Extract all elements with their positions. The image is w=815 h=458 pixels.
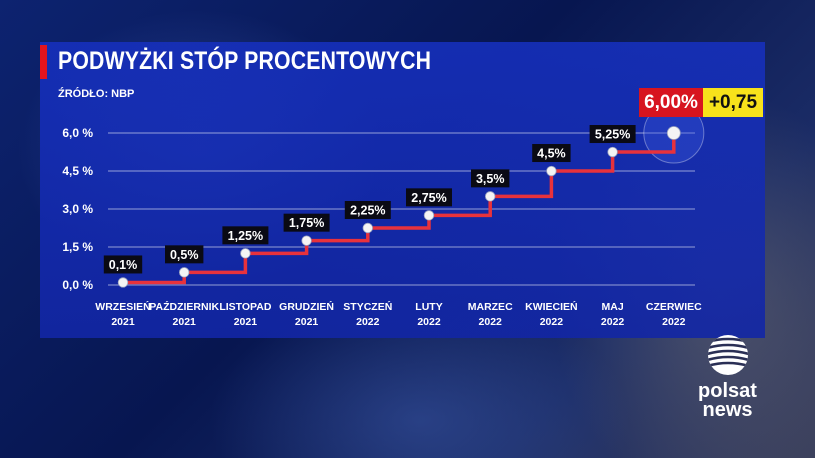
- brand-line-1: polsat: [698, 380, 757, 402]
- data-label: 0,5%: [170, 248, 199, 262]
- data-label-box: [103, 255, 143, 274]
- data-point: [117, 277, 129, 288]
- data-label-box: [589, 125, 636, 144]
- x-tick-label-month: CZERWIEC: [646, 301, 702, 313]
- data-point: [362, 222, 374, 234]
- data-point: [607, 146, 618, 158]
- x-tick-label-year: 2021: [111, 316, 135, 328]
- x-tick-label-year: 2021: [173, 316, 197, 328]
- data-point: [485, 191, 496, 202]
- y-tick-label: 4,5 %: [62, 164, 93, 178]
- chart-title: PODWYŻKI STÓP PROCENTOWYCH: [58, 47, 432, 75]
- data-point: [423, 210, 435, 221]
- data-label-box: [532, 144, 571, 163]
- current-rate-badge: 6,00%: [639, 88, 703, 117]
- data-label: 0,1%: [109, 258, 138, 272]
- rate-change-badge: +0,75: [703, 88, 763, 117]
- data-label-box: [222, 226, 269, 245]
- data-label-box: [165, 245, 204, 264]
- data-point: [240, 248, 251, 259]
- x-tick-label-month: MAJ: [602, 301, 624, 313]
- data-label-box: [283, 213, 330, 232]
- x-tick-label-year: 2022: [479, 316, 503, 328]
- source-label: ŹRÓDŁO: NBP: [58, 88, 135, 100]
- data-label: 5,25%: [595, 128, 630, 142]
- data-label: 1,25%: [228, 229, 263, 243]
- x-tick-label-year: 2022: [662, 316, 686, 328]
- data-point: [178, 267, 190, 278]
- data-label: 2,75%: [411, 191, 446, 205]
- series-step-line: [123, 133, 676, 285]
- x-tick-label-month: STYCZEŃ: [343, 300, 392, 313]
- polsat-news-logo: polsat news: [685, 333, 770, 420]
- data-point: [666, 126, 681, 140]
- x-tick-label-year: 2022: [356, 316, 380, 328]
- data-label-box: [471, 169, 510, 188]
- data-point: [546, 165, 557, 177]
- data-label: 4,5%: [537, 147, 566, 161]
- brand-line-2: news: [702, 399, 753, 421]
- y-tick-label: 0,0 %: [62, 278, 93, 292]
- x-tick-label-year: 2022: [540, 316, 564, 328]
- data-label-box: [406, 188, 452, 207]
- x-tick-label-month: MARZEC: [468, 301, 513, 313]
- y-tick-label: 1,5 %: [62, 240, 93, 254]
- data-label-box: [344, 201, 391, 220]
- x-tick-label-year: 2022: [417, 316, 441, 328]
- x-tick-label-year: 2022: [601, 316, 625, 328]
- polsat-globe-icon: [707, 335, 748, 375]
- data-label: 1,75%: [289, 216, 324, 230]
- data-label: 2,25%: [350, 204, 385, 218]
- data-label: 3,5%: [476, 172, 505, 186]
- title-accent-bar: [40, 45, 47, 79]
- x-tick-label-month: GRUDZIEŃ: [279, 300, 334, 313]
- data-point: [301, 235, 312, 246]
- y-tick-label: 3,0 %: [62, 202, 93, 216]
- x-tick-label-month: WRZESIEŃ: [95, 300, 150, 313]
- x-tick-label-month: PAŹDZIERNIK: [149, 300, 219, 313]
- x-tick-label-year: 2021: [295, 316, 319, 328]
- x-tick-label-month: KWIECIEŃ: [525, 300, 578, 313]
- x-tick-label-month: LISTOPAD: [219, 301, 272, 313]
- x-tick-label-year: 2021: [234, 316, 258, 328]
- x-tick-label-month: LUTY: [415, 301, 442, 313]
- y-tick-label: 6,0 %: [62, 126, 93, 140]
